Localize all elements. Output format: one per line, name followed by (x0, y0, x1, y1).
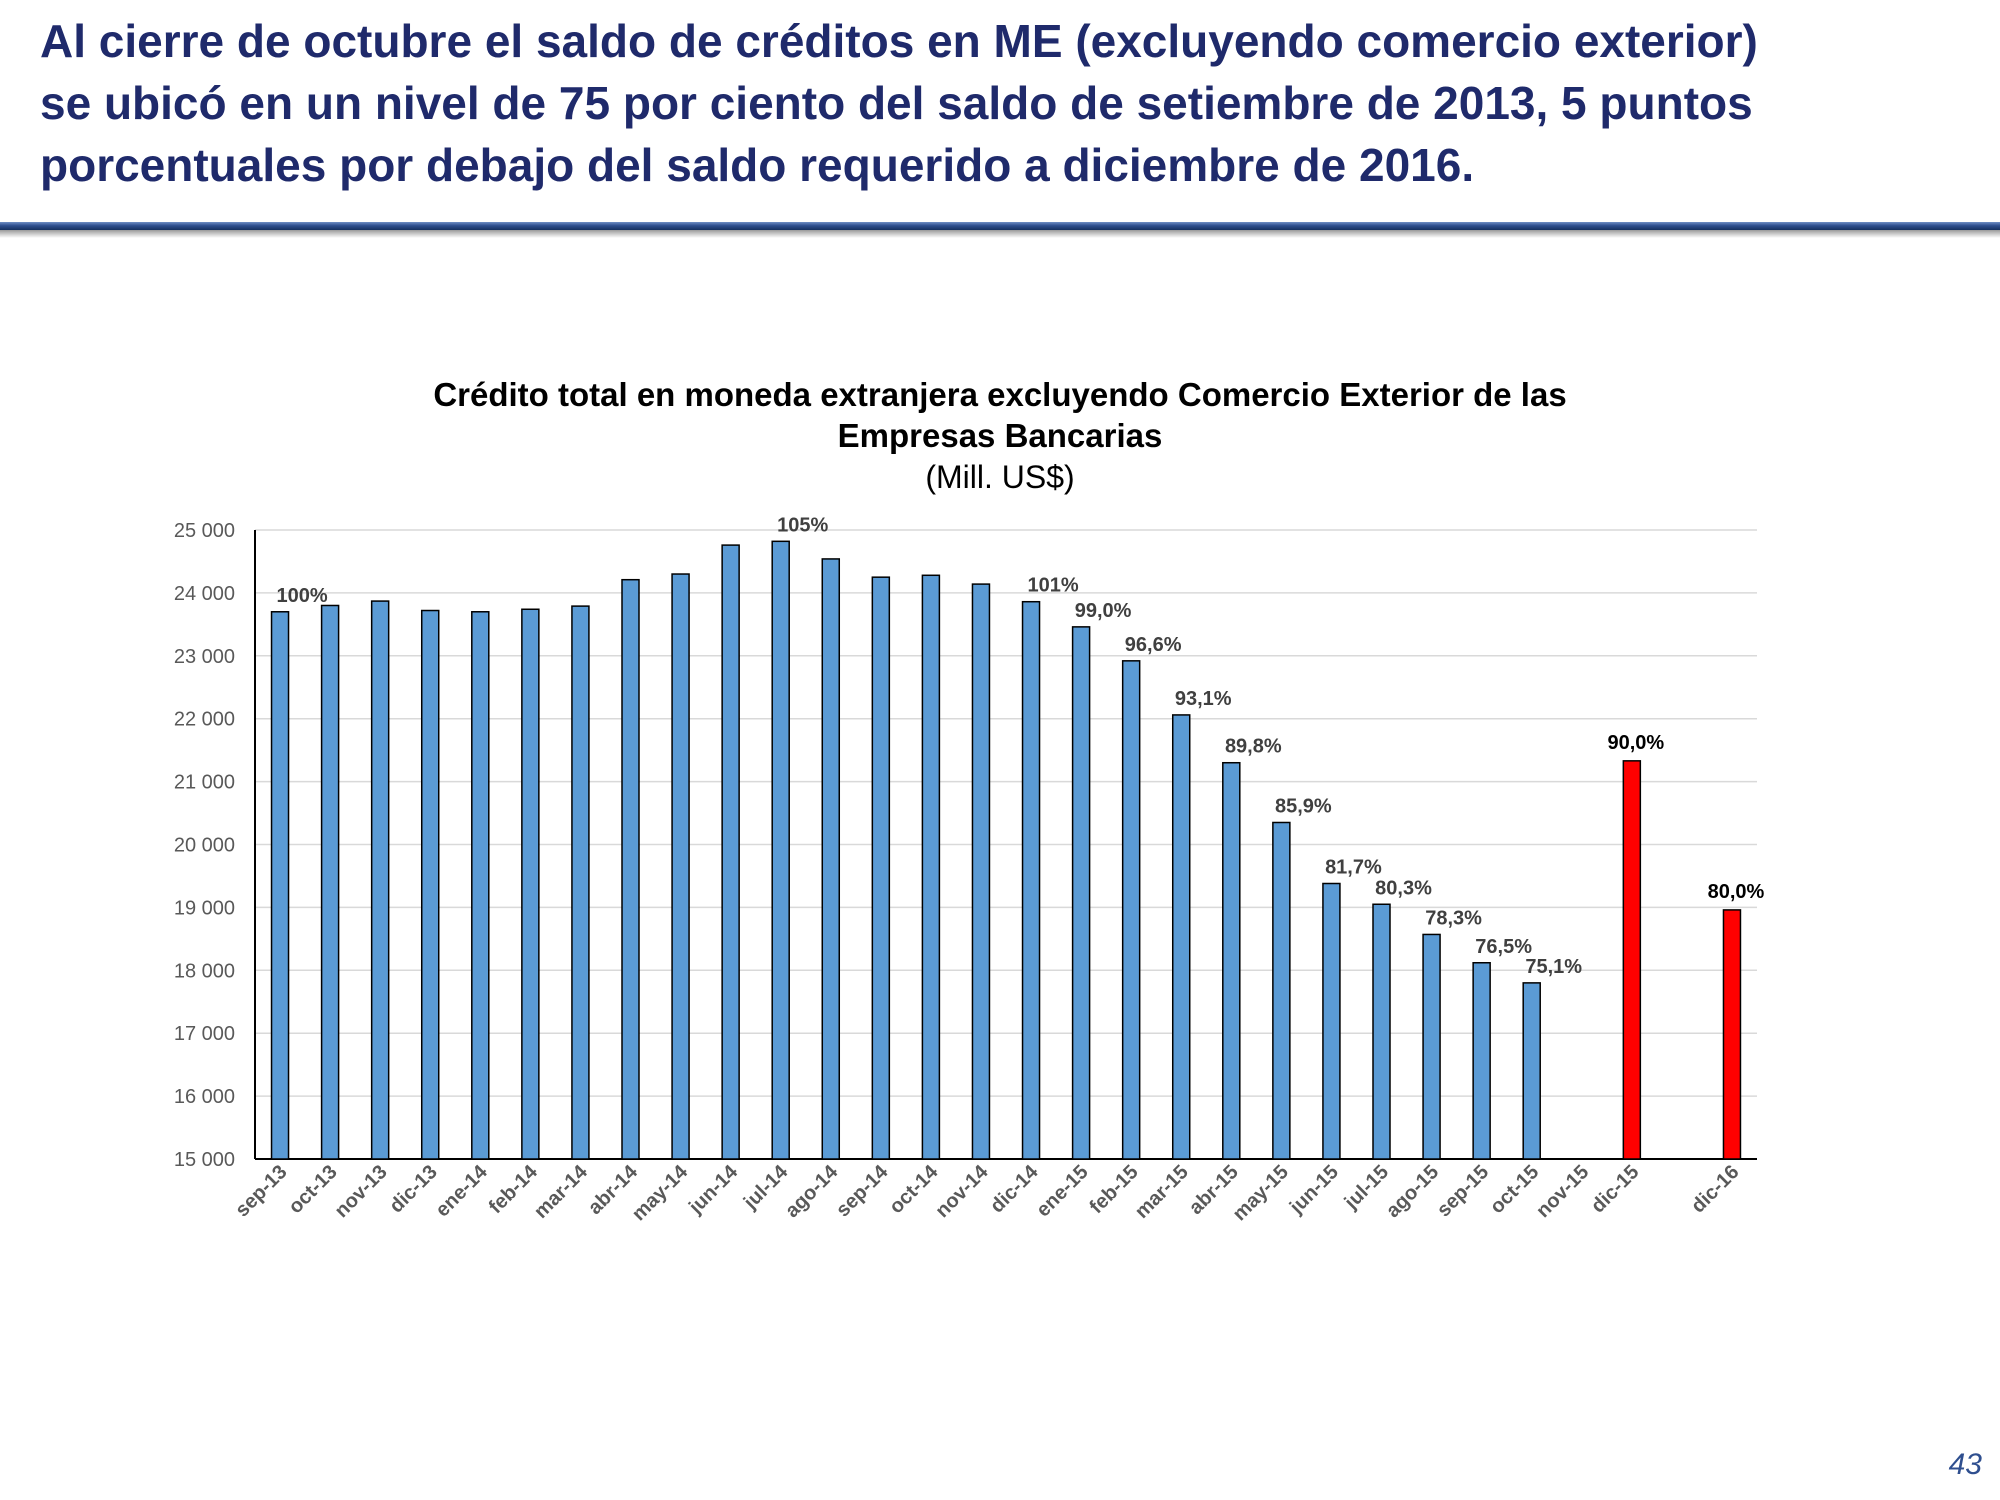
x-tick-label: ene-14 (431, 1160, 492, 1221)
bar-saldo (1322, 882, 1341, 1160)
y-tick-label: 18 000 (174, 960, 235, 982)
headline-line-1: Al cierre de octubre el saldo de crédito… (40, 15, 1758, 67)
bar-saldo (1372, 903, 1391, 1160)
bar-requerido (1722, 909, 1742, 1160)
bar-saldo (1171, 714, 1191, 1160)
y-tick-label: 25 000 (174, 520, 235, 542)
data-label: 93,1% (1175, 688, 1232, 710)
bar-saldo (1472, 962, 1491, 1160)
chart-title: Crédito total en moneda extranjera exclu… (0, 374, 2000, 498)
x-tick-label: may-15 (1229, 1161, 1293, 1225)
data-label: 78,3% (1425, 907, 1482, 929)
page-number: 43 (1948, 1448, 1982, 1481)
headline-line-3: porcentuales por debajo del saldo requer… (40, 139, 1475, 191)
chart-title-line-2: Empresas Bancarias (837, 417, 1163, 454)
x-tick-label: nov-14 (931, 1160, 993, 1222)
data-label: 80,0% (1708, 881, 1765, 903)
bar-saldo (821, 558, 841, 1160)
x-tick-label: mar-15 (1131, 1161, 1193, 1223)
bar-saldo (370, 600, 390, 1160)
x-tick-label: jun-15 (1285, 1161, 1343, 1219)
bar-saldo (1522, 982, 1541, 1160)
bar-saldo (871, 576, 891, 1160)
bar-saldo (921, 574, 941, 1160)
bar-saldo (521, 608, 540, 1160)
bar-saldo (270, 611, 290, 1160)
y-tick-label: 23 000 (174, 646, 235, 668)
data-label: 81,7% (1325, 856, 1382, 878)
bar-saldo (1071, 626, 1091, 1160)
data-label: 105% (777, 514, 828, 536)
y-tick-label: 17 000 (174, 1023, 235, 1045)
bar-saldo (721, 544, 740, 1160)
x-tick-label: sep-15 (1433, 1161, 1493, 1221)
data-label: 96,6% (1125, 634, 1182, 656)
x-tick-label: mar-14 (530, 1160, 593, 1223)
headline-line-2: se ubicó en un nivel de 75 por ciento de… (40, 77, 1753, 129)
bar-saldo (571, 605, 590, 1160)
data-label: 80,3% (1375, 877, 1432, 899)
bar-saldo (671, 573, 690, 1160)
y-tick-label: 21 000 (174, 772, 235, 794)
y-tick-label: 22 000 (174, 709, 235, 731)
x-tick-label: ago-14 (781, 1160, 843, 1222)
x-tick-label: nov-13 (331, 1161, 392, 1222)
bar-saldo (971, 583, 991, 1160)
data-label: 89,8% (1225, 736, 1282, 758)
x-tick-label: dic-15 (1587, 1161, 1643, 1217)
header-divider (0, 222, 2000, 238)
bar-requerido (1622, 760, 1642, 1160)
y-tick-label: 15 000 (174, 1149, 235, 1171)
chart-title-line-1: Crédito total en moneda extranjera exclu… (433, 376, 1567, 413)
bar-saldo (1121, 660, 1141, 1160)
y-tick-label: 20 000 (174, 835, 235, 857)
y-tick-label: 16 000 (174, 1086, 235, 1108)
x-tick-label: jun-14 (684, 1160, 743, 1219)
x-tick-label: may-14 (628, 1160, 693, 1225)
x-tick-label: dic-16 (1687, 1161, 1743, 1217)
bar-saldo (1272, 821, 1291, 1160)
x-tick-label: sep-13 (231, 1161, 291, 1221)
data-label: 76,5% (1475, 936, 1532, 958)
bar-saldo (621, 578, 640, 1160)
bar-saldo (320, 604, 340, 1160)
x-tick-label: ago-15 (1382, 1161, 1443, 1222)
x-tick-label: ene-15 (1032, 1161, 1092, 1221)
data-label: 99,0% (1075, 600, 1132, 622)
chart-subtitle: (Mill. US$) (925, 459, 1075, 495)
data-label: 85,9% (1275, 795, 1332, 817)
y-tick-label: 19 000 (174, 897, 235, 919)
bar-saldo (1021, 600, 1041, 1160)
y-tick-label: 24 000 (174, 583, 235, 605)
bar-saldo (420, 609, 440, 1160)
bar-saldo (1222, 761, 1241, 1160)
data-label: 90,0% (1607, 732, 1664, 754)
data-label: 100% (276, 585, 327, 607)
slide-headline: Al cierre de octubre el saldo de crédito… (40, 10, 1980, 196)
data-label: 75,1% (1525, 956, 1582, 978)
x-tick-label: sep-14 (832, 1160, 893, 1221)
bar-saldo (771, 540, 790, 1160)
x-tick-label: nov-15 (1532, 1161, 1593, 1222)
bar-saldo (471, 611, 490, 1160)
data-label: 101% (1027, 575, 1078, 597)
bar-saldo (1422, 933, 1441, 1160)
